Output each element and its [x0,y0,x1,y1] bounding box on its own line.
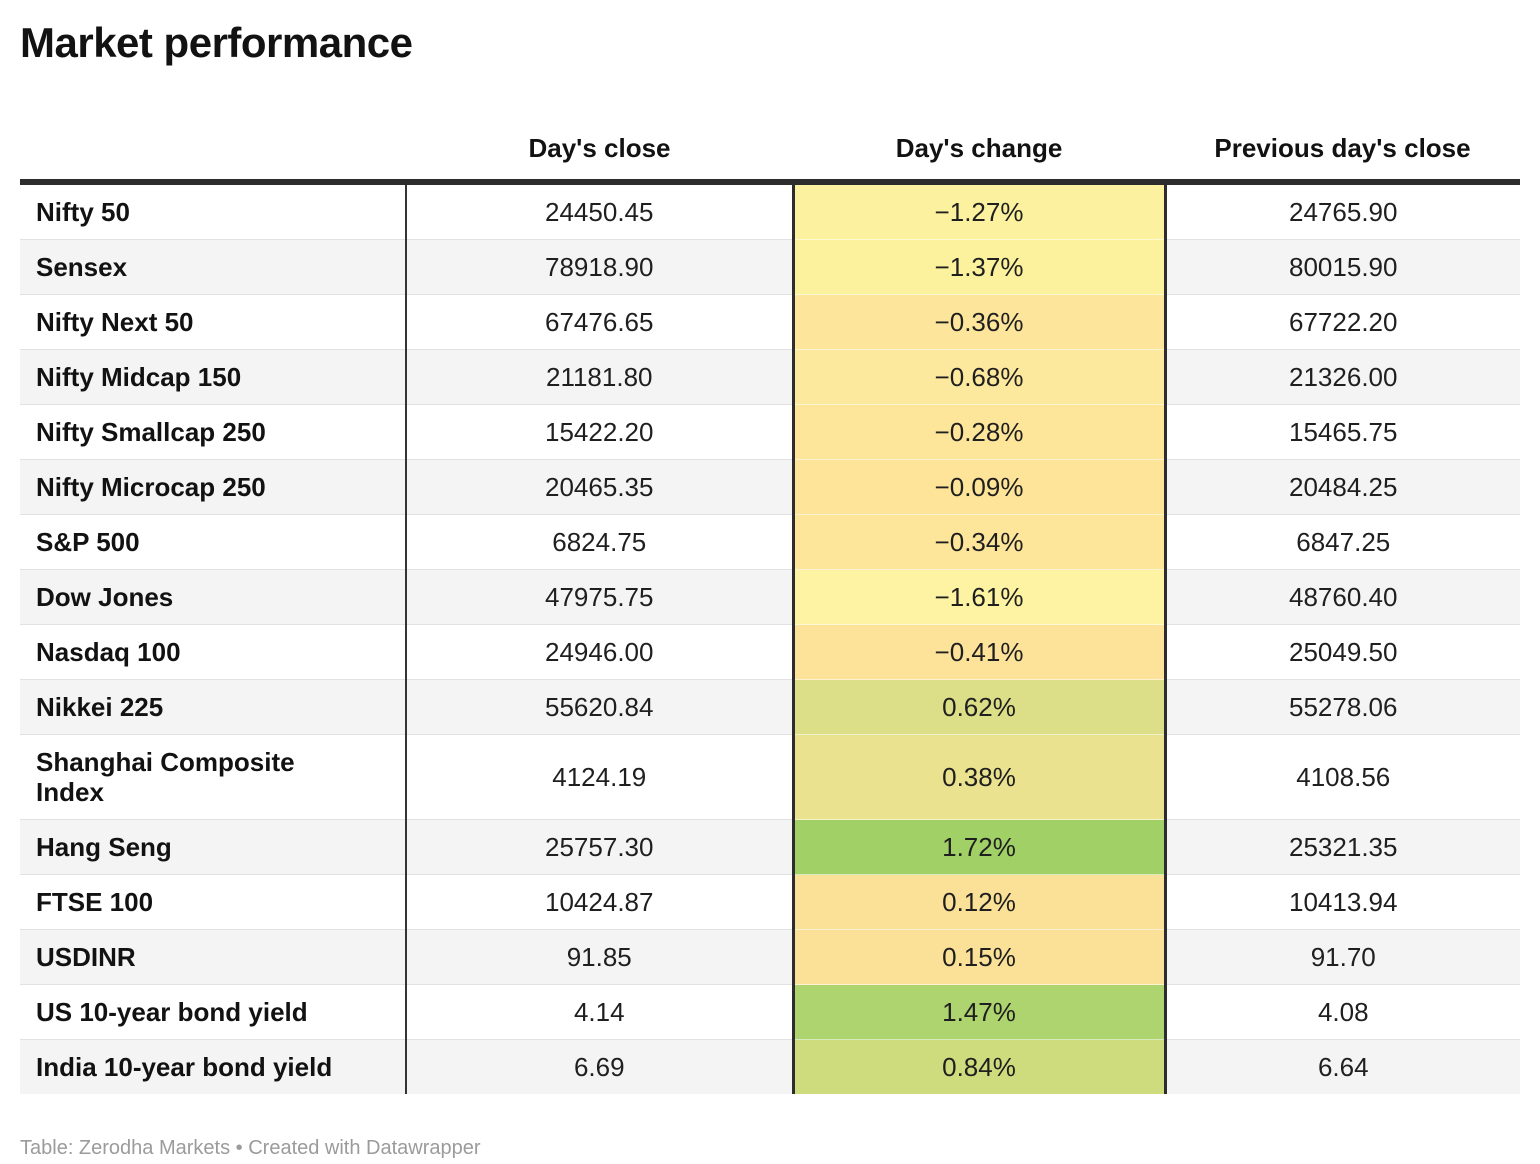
row-label: Dow Jones [20,569,407,625]
row-label: Nifty Next 50 [20,294,407,350]
table-row: Nifty Next 50 67476.65 −0.36% 67722.20 [20,294,1520,350]
table-row: Nifty Midcap 150 21181.80 −0.68% 21326.00 [20,349,1520,405]
table-row: Hang Seng 25757.30 1.72% 25321.35 [20,819,1520,875]
days-change-cell: 1.72% [791,819,1167,875]
prev-close-value: 25049.50 [1165,624,1520,680]
days-change-cell: 0.15% [791,929,1167,985]
days-close-value: 4124.19 [406,734,793,820]
prev-close-value: 21326.00 [1165,349,1520,405]
row-label: Nasdaq 100 [20,624,407,680]
days-change-cell: 0.62% [791,679,1167,735]
table-row: FTSE 100 10424.87 0.12% 10413.94 [20,874,1520,930]
col-header-days-change: Day's change [895,133,1063,163]
days-close-value: 24946.00 [406,624,793,680]
prev-close-value: 4.08 [1165,984,1520,1040]
market-performance-table: Day's close Day's change Previous day's … [20,88,1520,1094]
days-change-cell: 1.47% [791,984,1167,1040]
row-label: USDINR [20,929,407,985]
days-change-cell: −1.61% [791,569,1167,625]
prev-close-value: 48760.40 [1165,569,1520,625]
row-label: Nikkei 225 [20,679,407,735]
days-close-value: 10424.87 [406,874,793,930]
prev-close-value: 91.70 [1165,929,1520,985]
row-label: Sensex [20,239,407,295]
table-header: Day's close Day's change Previous day's … [20,88,1520,182]
row-label: Shanghai Composite Index [20,734,407,820]
row-label: India 10-year bond yield [20,1039,407,1094]
col-header-days-close: Day's close [528,133,671,163]
prev-close-value: 67722.20 [1165,294,1520,350]
prev-close-value: 6847.25 [1165,514,1520,570]
table-row: Shanghai Composite Index 4124.19 0.38% 4108… [20,734,1520,820]
days-change-cell: −0.28% [791,404,1167,460]
table-row: India 10-year bond yield 6.69 0.84% 6.64 [20,1039,1520,1094]
days-close-value: 6.69 [406,1039,793,1094]
table-row: USDINR 91.85 0.15% 91.70 [20,929,1520,985]
days-close-value: 91.85 [406,929,793,985]
row-label: Nifty Midcap 150 [20,349,407,405]
days-change-cell: −1.37% [791,239,1167,295]
prev-close-value: 80015.90 [1165,239,1520,295]
days-change-cell: −0.09% [791,459,1167,515]
table-body: Nifty 50 24450.45 −1.27% 24765.90 Sensex 7891… [20,182,1520,1094]
attribution: Table: Zerodha Markets • Created with Da… [20,1137,481,1159]
prev-close-value: 24765.90 [1289,197,1398,227]
prev-close-value: 20484.25 [1165,459,1520,515]
col-header-blank [20,88,406,182]
table-row: Nifty 50 24450.45 −1.27% 24765.90 [20,182,1520,240]
row-label: Nifty Microcap 250 [20,459,407,515]
prev-close-value: 4108.56 [1165,734,1520,820]
table-row: Nifty Smallcap 250 15422.20 −0.28% 15465.75 [20,404,1520,460]
col-header-prev-close: Previous day's close [1214,133,1471,163]
days-close-value: 67476.65 [406,294,793,350]
days-change-cell: −0.34% [791,514,1167,570]
days-close-value: 24450.45 [545,197,654,227]
days-close-value: 4.14 [406,984,793,1040]
row-label: FTSE 100 [20,874,407,930]
days-close-value: 6824.75 [406,514,793,570]
days-close-value: 15422.20 [406,404,793,460]
days-change-cell: −1.27% [791,182,1167,240]
prev-close-value: 10413.94 [1165,874,1520,930]
days-change-cell: −0.41% [791,624,1167,680]
table-row: Dow Jones 47975.75 −1.61% 48760.40 [20,569,1520,625]
days-close-value: 21181.80 [406,349,793,405]
days-close-value: 47975.75 [406,569,793,625]
days-close-value: 25757.30 [406,819,793,875]
header-row: Day's close Day's change Previous day's … [20,88,1520,182]
table-row: Nasdaq 100 24946.00 −0.41% 25049.50 [20,624,1520,680]
table-row: US 10-year bond yield 4.14 1.47% 4.08 [20,984,1520,1040]
prev-close-value: 15465.75 [1165,404,1520,460]
days-close-value: 78918.90 [406,239,793,295]
row-label: US 10-year bond yield [20,984,407,1040]
days-change-cell: −0.36% [791,294,1167,350]
prev-close-value: 6.64 [1165,1039,1520,1094]
days-change-cell: 0.84% [791,1039,1167,1094]
table-row: Nifty Microcap 250 20465.35 −0.09% 20484.25 [20,459,1520,515]
row-label: Nifty 50 [20,182,407,240]
days-change-cell: 0.38% [791,734,1167,820]
days-change-cell: −0.68% [791,349,1167,405]
prev-close-value: 25321.35 [1165,819,1520,875]
days-close-value: 55620.84 [406,679,793,735]
row-label: S&P 500 [20,514,407,570]
row-label: Hang Seng [20,819,407,875]
row-label: Nifty Smallcap 250 [20,404,407,460]
prev-close-value: 55278.06 [1165,679,1520,735]
table-row: Nikkei 225 55620.84 0.62% 55278.06 [20,679,1520,735]
page-title: Market performance [20,19,413,66]
table-row: Sensex 78918.90 −1.37% 80015.90 [20,239,1520,295]
days-close-value: 20465.35 [406,459,793,515]
table-row: S&P 500 6824.75 −0.34% 6847.25 [20,514,1520,570]
days-change-cell: 0.12% [791,874,1167,930]
